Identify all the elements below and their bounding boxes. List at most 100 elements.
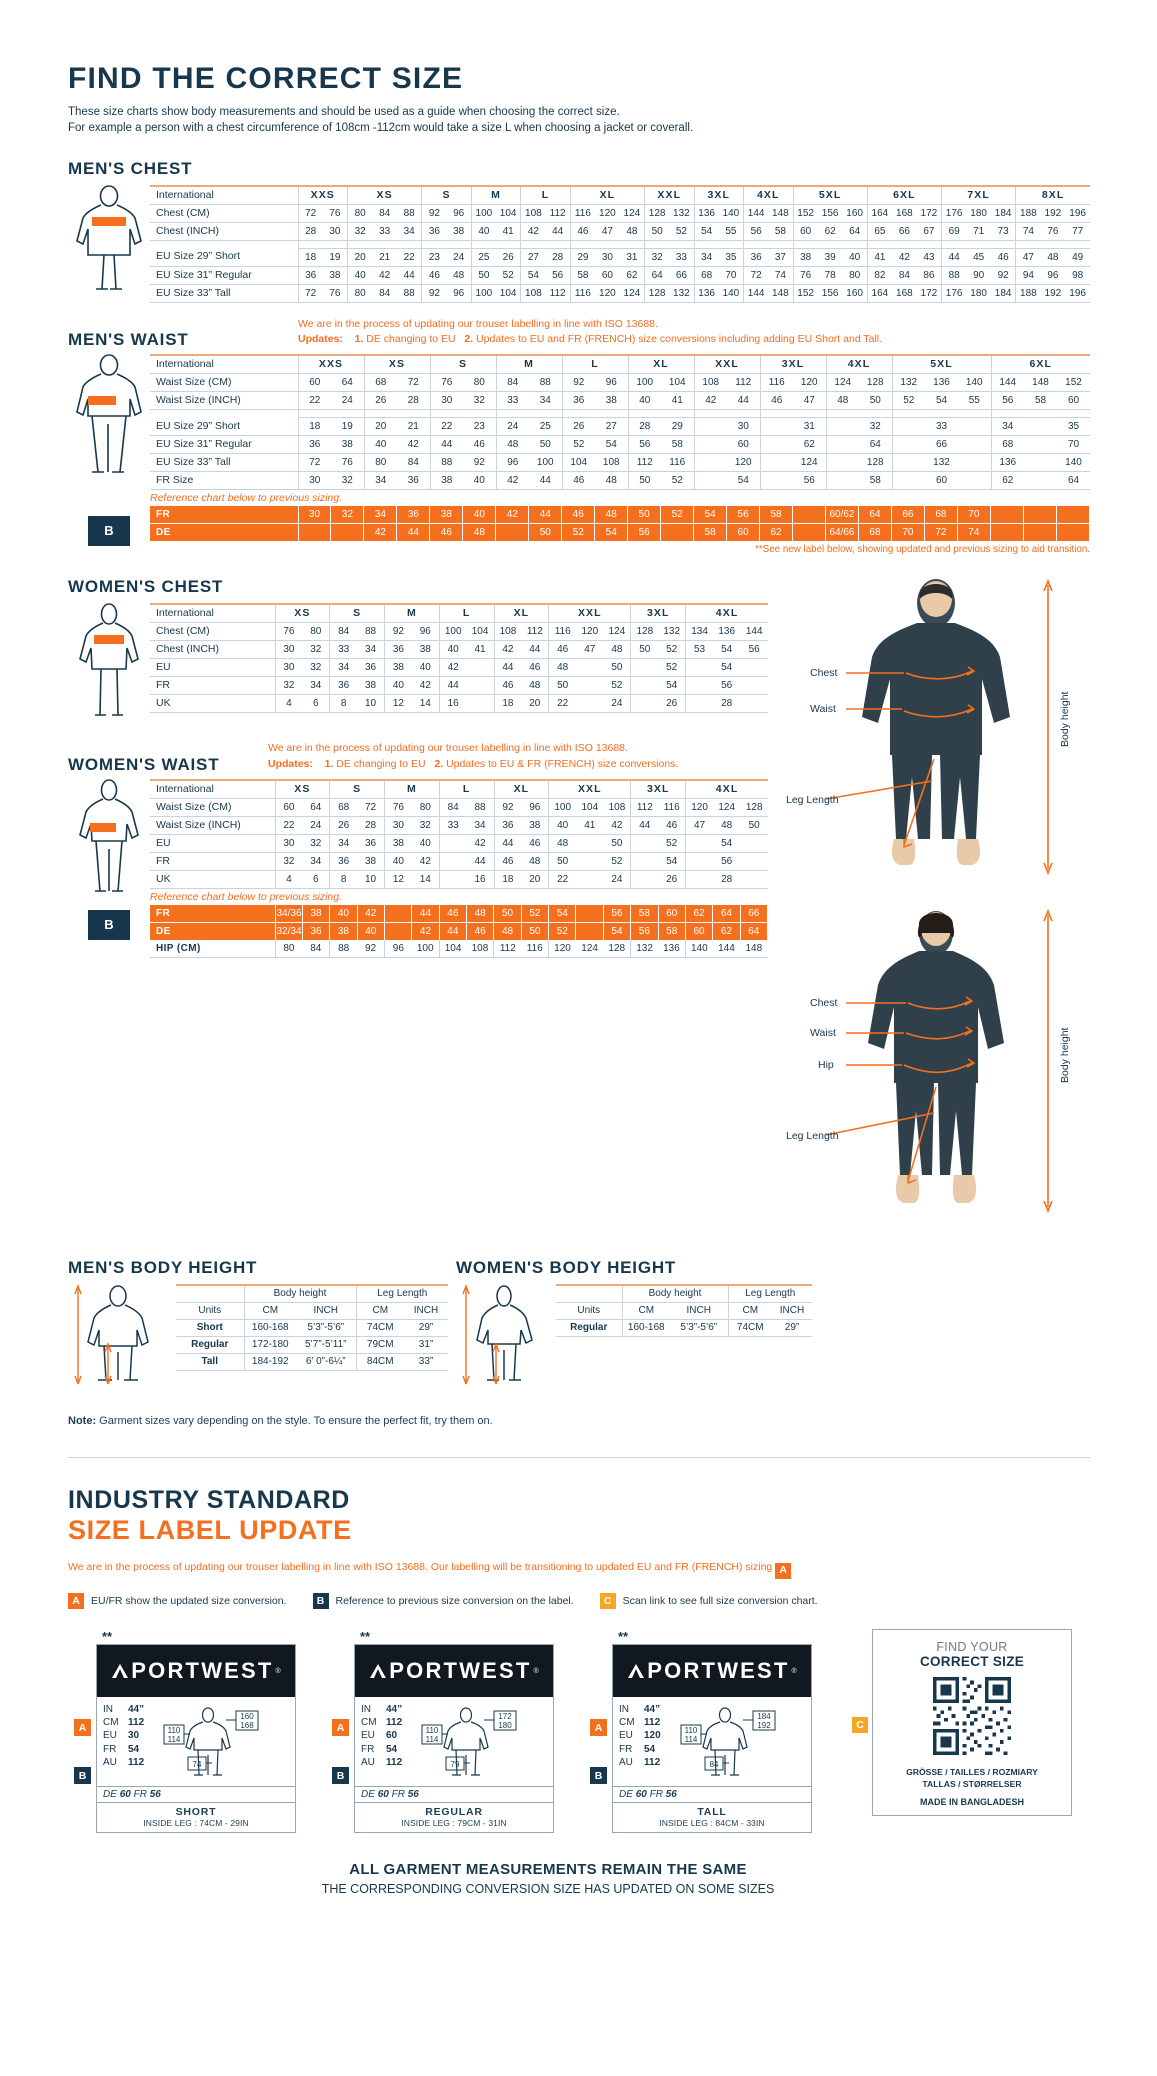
- table-cell: 50: [529, 435, 562, 455]
- reference-cell: 52: [561, 523, 596, 542]
- spacer-cell: [627, 409, 661, 419]
- table-cell: 88: [357, 622, 385, 642]
- table-cell: 48: [595, 471, 628, 491]
- table-cell: 38: [446, 222, 472, 241]
- table-cell: 74: [1015, 222, 1041, 241]
- portwest-mountain-icon: [370, 1664, 387, 1679]
- table-cell: 58: [1024, 391, 1057, 411]
- hip-cell: 120: [548, 939, 576, 958]
- table-cell: [576, 852, 604, 871]
- spacer-cell: [966, 240, 991, 249]
- reference-row: FR 34/36 38 40 42 44 46 48 50 52 54 56 58 60 62 64 66: [150, 904, 769, 923]
- garment-note-label: Note:: [68, 1415, 97, 1428]
- table-cell: [576, 870, 604, 889]
- brand-name: PORTWEST: [647, 1658, 790, 1684]
- updates-note-mens: Updates: 1. DE changing to EU 2. Updates…: [298, 332, 1090, 348]
- table-cell: 38: [383, 834, 412, 853]
- mens-waist-figure: [68, 354, 150, 504]
- table-cell: 52: [669, 222, 694, 241]
- bh-cell: 5’7”-5’11”: [296, 1336, 357, 1355]
- qr-code-icon[interactable]: [881, 1677, 1063, 1760]
- bh-cell: 31”: [404, 1336, 449, 1355]
- table-cell: 56: [627, 435, 661, 455]
- row-label: Chest (CM): [150, 622, 275, 642]
- label-code-value: 30: [128, 1730, 140, 1742]
- table-cell: 80: [363, 453, 397, 473]
- table-cell: 196: [1065, 204, 1090, 223]
- footer-line-1: ALL GARMENT MEASUREMENTS REMAIN THE SAME: [349, 1861, 747, 1879]
- table-cell: 34: [357, 640, 385, 660]
- label-code-key: EU: [103, 1730, 117, 1742]
- table-cell: 48: [446, 266, 472, 285]
- label-fit-name: REGULAR: [425, 1806, 483, 1819]
- table-cell: 58: [661, 435, 694, 455]
- table-cell: 132: [891, 373, 925, 393]
- update-1-num-mens: 1.: [354, 333, 364, 346]
- table-cell: 136: [990, 453, 1024, 473]
- spacer-cell: [595, 409, 628, 419]
- industry-title-2: SIZE LABEL UPDATE: [68, 1515, 352, 1546]
- bh-cell: 33”: [404, 1353, 449, 1372]
- table-cell: [740, 658, 768, 678]
- label-code-key: AU: [361, 1756, 375, 1768]
- table-cell: 29: [569, 248, 595, 267]
- table-cell: 27: [520, 248, 546, 267]
- reference-cell: 32/34: [275, 921, 303, 940]
- badge-b-label: B: [74, 1767, 91, 1785]
- table-spacer-row: [150, 409, 1090, 419]
- bh-units-row: Units CM INCH CM INCH: [556, 1302, 813, 1321]
- table-cell: 96: [495, 453, 529, 473]
- table-cell: 38: [429, 471, 463, 491]
- label-code-key: CM: [103, 1717, 119, 1729]
- bh-group-header: Body height: [243, 1284, 357, 1304]
- table-cell: 120: [793, 373, 826, 393]
- reference-cell: [298, 523, 332, 542]
- table-cell: 124: [825, 373, 859, 393]
- reference-cell: 36: [396, 506, 431, 524]
- table-cell: 36: [397, 471, 430, 491]
- table-cell: 80: [411, 798, 440, 817]
- label-code-row: EU 120: [619, 1729, 661, 1742]
- reference-cell: 32: [330, 506, 365, 524]
- figure-photos-col: Chest Waist Leg Length Body height: [768, 577, 1090, 1242]
- garment-note-text: Garment sizes vary depending on the styl…: [99, 1415, 493, 1428]
- table-cell: 66: [892, 222, 917, 241]
- table-cell: [740, 852, 768, 871]
- table-cell: 44: [493, 834, 522, 853]
- table-cell: 168: [892, 204, 917, 223]
- industry-section: INDUSTRY STANDARD SIZE LABEL UPDATE We a…: [68, 1486, 1090, 1610]
- table-cell: 72: [297, 453, 331, 473]
- table-cell: [759, 417, 793, 437]
- mens-ref-badge-cell: B: [68, 506, 150, 555]
- table-cell: 108: [603, 798, 631, 817]
- hip-cell: 100: [411, 939, 440, 958]
- womens-chest-table: International XS S M L XL XXL 3XL 4XL Chest (CM) 7…: [150, 603, 768, 714]
- table-cell: 22: [548, 870, 577, 889]
- label-code-value: 44”: [128, 1704, 145, 1716]
- label-code-value: 44”: [644, 1704, 661, 1716]
- spacer-cell: [768, 240, 793, 249]
- table-cell: 96: [595, 373, 628, 393]
- table-cell: 140: [958, 373, 991, 393]
- bh-unit-header: CM: [355, 1302, 405, 1321]
- table-cell: 42: [693, 391, 727, 411]
- table-cell: 18: [297, 417, 331, 437]
- brand-name: PORTWEST: [131, 1658, 274, 1684]
- label-code-row: AU 112: [619, 1756, 661, 1769]
- table-cell: 112: [545, 204, 571, 223]
- table-cell: [740, 694, 768, 714]
- size-group-header: 7XL: [940, 184, 1016, 205]
- spacer-cell: [825, 409, 859, 419]
- bh-empty-cell: [556, 1284, 622, 1304]
- table-cell: 56: [713, 676, 741, 696]
- table-cell: 46: [658, 816, 686, 835]
- table-cell: 96: [521, 798, 549, 817]
- spacer-cell: [693, 409, 727, 419]
- size-group-header: XL: [569, 184, 645, 205]
- table-cell: 50: [630, 640, 659, 660]
- table-cell: 172: [916, 204, 942, 223]
- table-cell: 68: [329, 798, 358, 817]
- spacer-cell: [743, 240, 769, 249]
- table-cell: 29: [661, 417, 694, 437]
- womens-chest-figure: [68, 603, 150, 725]
